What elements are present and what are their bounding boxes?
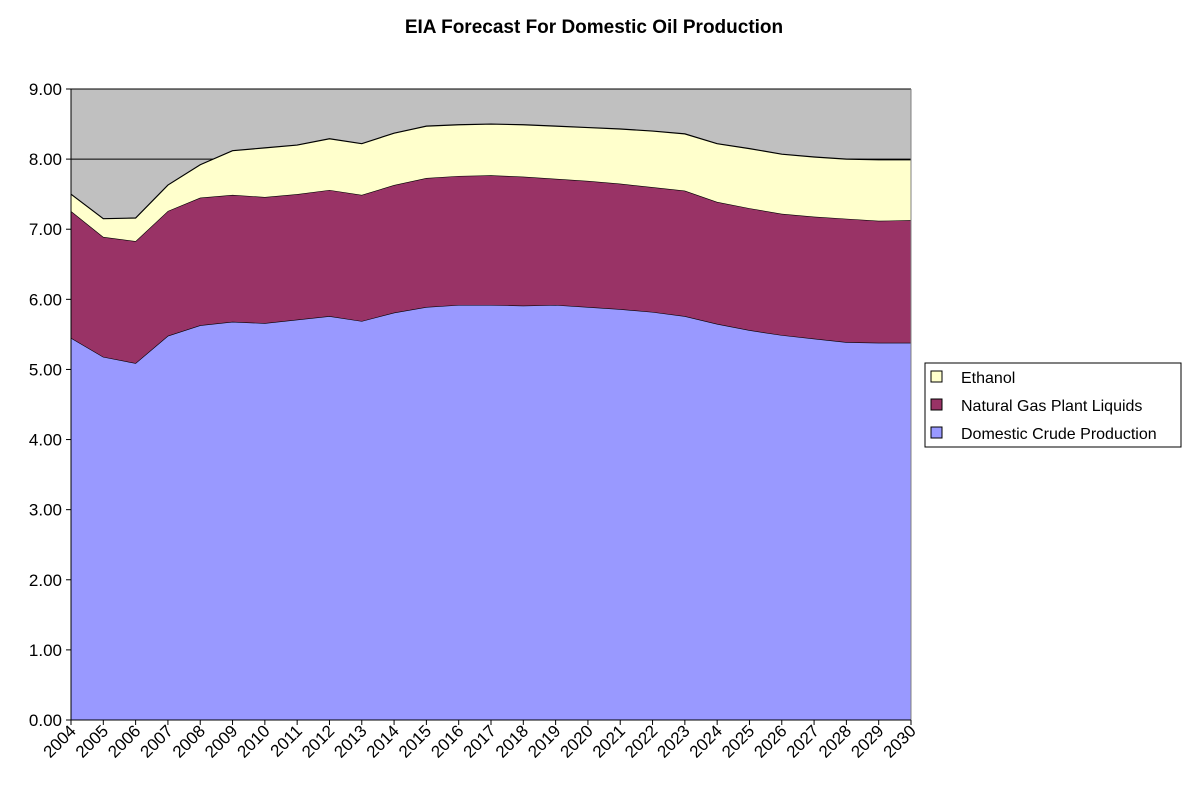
x-tick-label: 2026 — [750, 721, 790, 761]
legend-swatch — [930, 398, 943, 411]
x-tick-label: 2006 — [104, 721, 144, 761]
x-tick-label: 2023 — [653, 721, 693, 761]
area-domestic-crude-production — [71, 304, 911, 720]
y-tick-label: 8.00 — [29, 150, 62, 169]
legend-swatch — [930, 370, 943, 383]
x-tick-label: 2008 — [169, 721, 209, 761]
x-tick-label: 2019 — [524, 721, 564, 761]
chart-title: EIA Forecast For Domestic Oil Production — [405, 17, 783, 38]
legend-swatch — [930, 426, 943, 439]
x-tick-label: 2005 — [72, 721, 112, 761]
x-tick-label: 2011 — [267, 721, 306, 760]
x-tick-label: 2025 — [718, 721, 758, 761]
x-tick-label: 2028 — [815, 721, 855, 761]
area-top-line — [70, 123, 911, 220]
y-tick-label: 2.00 — [29, 571, 62, 590]
y-tick-label: 1.00 — [29, 641, 62, 660]
x-tick-label: 2022 — [621, 721, 661, 761]
x-tick-label: 2024 — [686, 721, 726, 761]
x-tick-label: 2017 — [460, 721, 500, 761]
y-tick-label: 3.00 — [29, 501, 62, 520]
legend-label: Ethanol — [961, 370, 1015, 387]
x-tick-label: 2030 — [880, 721, 920, 761]
legend-label: Natural Gas Plant Liquids — [961, 398, 1142, 415]
y-tick-label: 9.00 — [29, 80, 62, 99]
x-tick-label: 2029 — [847, 721, 887, 761]
x-tick-label: 2018 — [492, 721, 532, 761]
y-tick-label: 6.00 — [29, 290, 62, 309]
x-tick-label: 2010 — [233, 721, 273, 761]
y-tick-label: 5.00 — [29, 360, 62, 379]
x-tick-label: 2014 — [363, 721, 403, 761]
y-tick-label: 0.00 — [29, 711, 62, 730]
x-tick-label: 2009 — [201, 721, 241, 761]
area-natural-gas-plant-liquids — [71, 175, 911, 364]
legend: Ethanol Natural Gas Plant Liquids Domestic… — [924, 362, 1182, 448]
legend-box — [924, 362, 1182, 448]
y-tick-label: 4.00 — [29, 431, 62, 450]
x-tick-label: 2027 — [783, 721, 823, 761]
area-ethanol — [71, 124, 911, 242]
x-tick-label: 2007 — [137, 721, 177, 761]
x-tick-label: 2016 — [427, 721, 467, 761]
x-tick-label: 2013 — [330, 721, 370, 761]
legend-label: Domestic Crude Production — [961, 426, 1157, 443]
x-tick-label: 2020 — [557, 721, 597, 761]
y-tick-label: 7.00 — [29, 220, 62, 239]
x-tick-label: 2015 — [395, 721, 435, 761]
x-tick-label: 2021 — [589, 721, 629, 761]
x-tick-label: 2012 — [298, 721, 338, 761]
